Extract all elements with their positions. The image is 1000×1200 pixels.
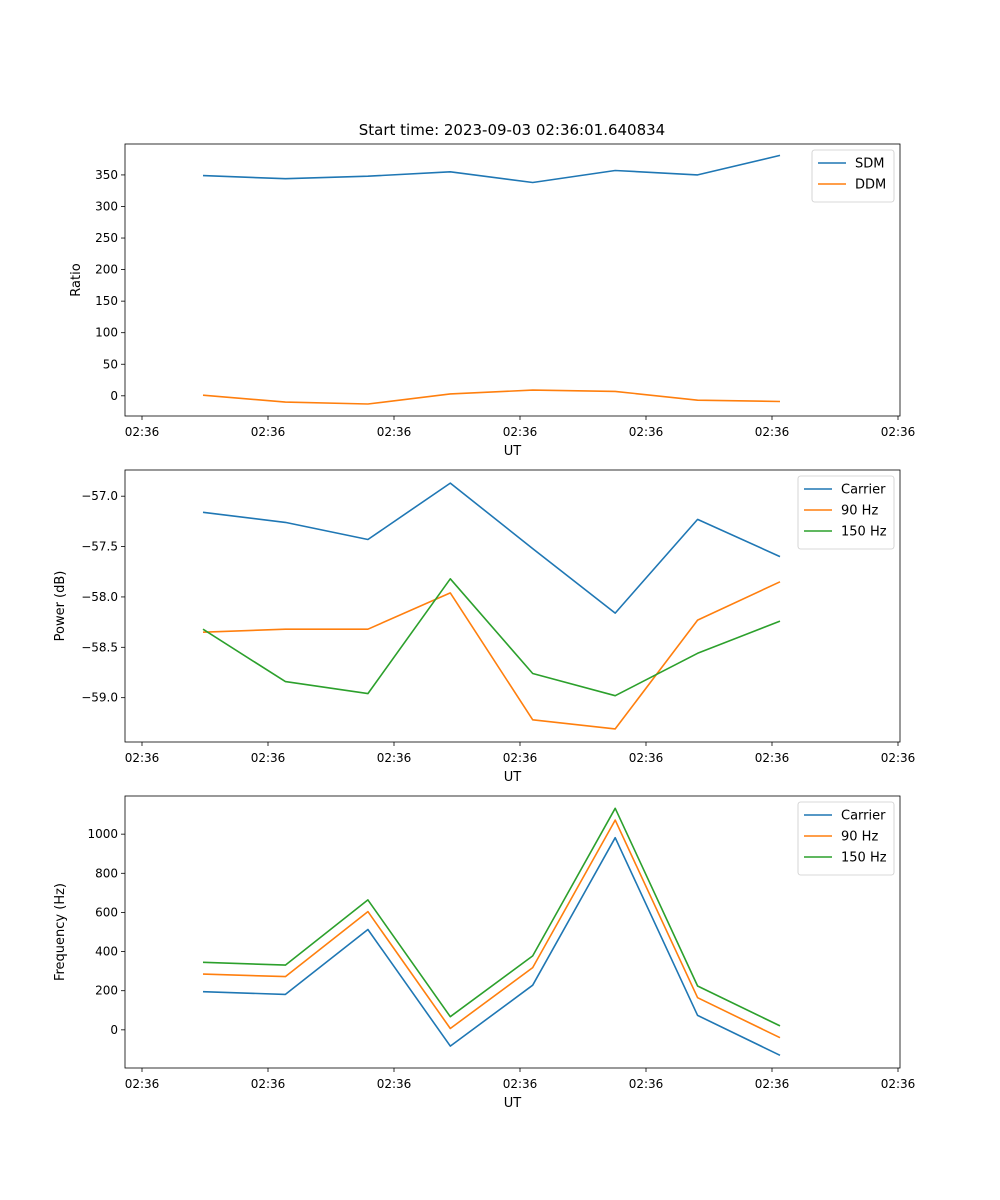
y-tick-label: −57.5 — [81, 540, 118, 554]
y-tick-label: −59.0 — [81, 691, 118, 705]
series-line-ddm — [202, 389, 781, 405]
y-tick-label: 200 — [95, 263, 118, 277]
y-axis-label: Ratio — [69, 263, 84, 296]
x-tick-label: 02:36 — [503, 425, 538, 439]
y-tick-label: 200 — [95, 984, 118, 998]
x-tick-label: 02:36 — [251, 751, 286, 765]
x-tick-label: 02:36 — [251, 1077, 286, 1091]
y-tick-label: 800 — [95, 866, 118, 880]
x-tick-label: 02:36 — [125, 1077, 160, 1091]
y-tick-label: 50 — [103, 357, 118, 371]
y-tick-label: 150 — [95, 294, 118, 308]
y-tick-label: 100 — [95, 326, 118, 340]
legend-entry: 90 Hz — [841, 504, 878, 519]
x-tick-label: 02:36 — [755, 751, 790, 765]
panels: 02:36 02:36 02:36 02:36 02:36 02:36 02:36 0 50 10… — [53, 143, 916, 1111]
y-tick-label: −57.0 — [81, 489, 118, 503]
x-axis-label: UT — [504, 1096, 522, 1111]
figure-title: Start time: 2023-09-03 02:36:01.640834 — [359, 121, 665, 139]
series-line-carrier — [202, 482, 781, 614]
series-line-sdm — [202, 154, 781, 184]
legend-entry: DDM — [855, 178, 886, 193]
x-tick-label: 02:36 — [755, 1077, 790, 1091]
x-tick-label: 02:36 — [503, 751, 538, 765]
series-line-90-hz — [202, 819, 781, 1039]
y-tick-label: 250 — [95, 231, 118, 245]
y-tick-label: 0 — [110, 1023, 118, 1037]
y-axis-label: Frequency (Hz) — [53, 883, 68, 981]
y-tick-label: 350 — [95, 168, 118, 182]
axes-frame — [124, 795, 901, 1069]
x-tick-label: 02:36 — [125, 751, 160, 765]
y-tick-label: 300 — [95, 199, 118, 213]
y-tick-label: 1000 — [87, 827, 118, 841]
chart-panel-3: 02:36 02:36 02:36 02:36 02:36 02:36 02:36 0 200 4… — [53, 795, 916, 1111]
y-tick-label: 0 — [110, 389, 118, 403]
legend: Carrier 90 Hz 150 Hz — [797, 801, 895, 876]
y-tick-label: −58.0 — [81, 590, 118, 604]
chart-panel-1: 02:36 02:36 02:36 02:36 02:36 02:36 02:36 0 50 10… — [69, 143, 916, 459]
legend-entry: 150 Hz — [841, 851, 887, 866]
legend-entry: 90 Hz — [841, 830, 878, 845]
x-tick-label: 02:36 — [629, 1077, 664, 1091]
x-axis-label: UT — [504, 444, 522, 459]
x-tick-label: 02:36 — [377, 751, 412, 765]
x-tick-label: 02:36 — [755, 425, 790, 439]
series-line-150-hz — [202, 807, 781, 1027]
y-tick-label: −58.5 — [81, 640, 118, 654]
chart-panel-2: 02:36 02:36 02:36 02:36 02:36 02:36 02:36 −59.0… — [53, 469, 916, 785]
x-tick-label: 02:36 — [125, 425, 160, 439]
legend-entry: 150 Hz — [841, 525, 887, 540]
x-tick-label: 02:36 — [881, 751, 916, 765]
legend: SDM DDM — [811, 149, 895, 203]
legend: Carrier 90 Hz 150 Hz — [797, 475, 895, 550]
y-axis-label: Power (dB) — [53, 571, 68, 642]
series-line-150-hz — [202, 577, 781, 697]
legend-entry: Carrier — [841, 483, 886, 498]
axes-frame — [124, 143, 901, 417]
x-tick-label: 02:36 — [251, 425, 286, 439]
x-tick-label: 02:36 — [881, 425, 916, 439]
x-tick-label: 02:36 — [503, 1077, 538, 1091]
legend-entry: SDM — [855, 157, 884, 172]
x-tick-label: 02:36 — [629, 425, 664, 439]
legend-entry: Carrier — [841, 809, 886, 824]
x-axis-label: UT — [504, 770, 522, 785]
x-tick-label: 02:36 — [881, 1077, 916, 1091]
y-tick-label: 400 — [95, 945, 118, 959]
x-tick-label: 02:36 — [377, 425, 412, 439]
x-tick-label: 02:36 — [377, 1077, 412, 1091]
series-line-90-hz — [202, 581, 781, 730]
x-tick-label: 02:36 — [629, 751, 664, 765]
axes-frame — [124, 469, 901, 743]
series-line-carrier — [202, 836, 781, 1057]
y-tick-label: 600 — [95, 905, 118, 919]
